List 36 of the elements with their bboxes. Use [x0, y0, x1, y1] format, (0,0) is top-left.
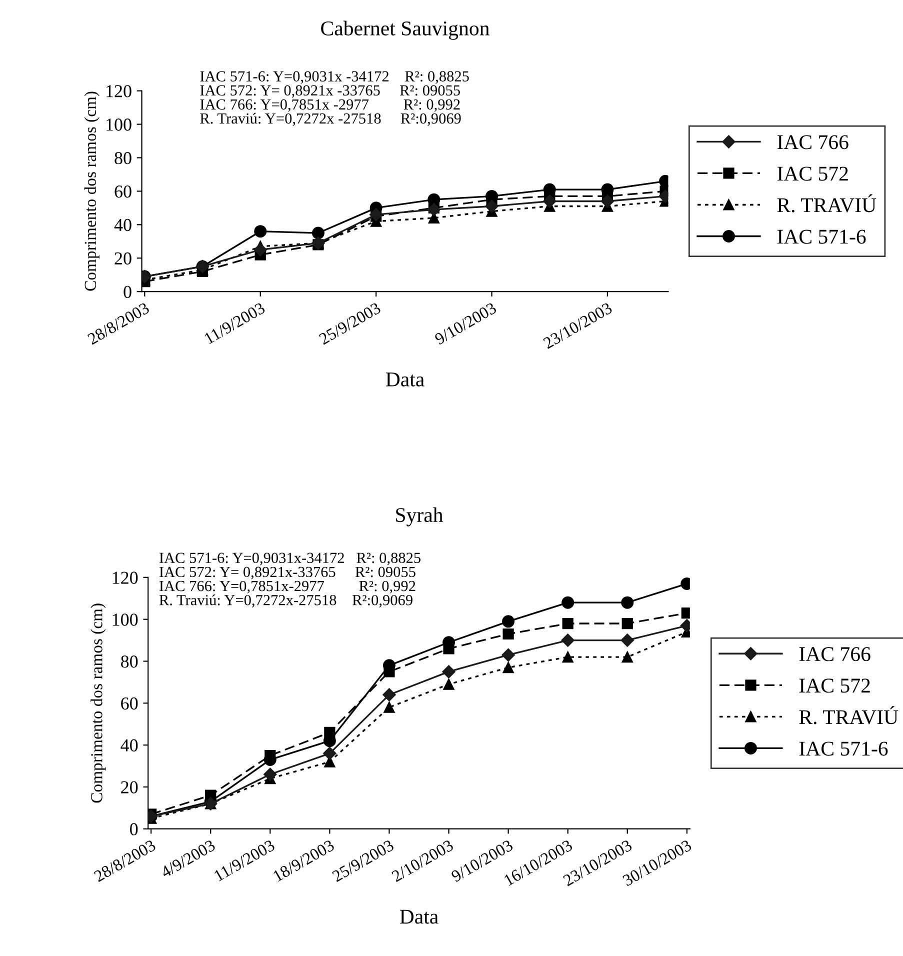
text: IAC 571-6: Y=0,9031x -34172 R²: 0,8825: [200, 71, 469, 84]
annotation: R. Traviú: Y=0,7272x-27518 R²:0,9069: [159, 594, 412, 608]
y-tick-label: 0: [124, 286, 132, 298]
legend-label: IAC 572: [799, 678, 870, 693]
x-axis-title: Data: [386, 372, 424, 386]
y-tick-label: 100: [106, 118, 132, 131]
legend-label: IAC 571-6: [799, 742, 888, 756]
annotation: R. Traviú: Y=0,7272x -27518 R²:0,9069: [200, 112, 461, 126]
y-tick-label: 60: [114, 185, 132, 198]
chart-title: Syrah: [396, 507, 444, 526]
annotation: IAC 572: Y= 0,8921x-33765 R²: 09055: [159, 566, 416, 580]
legend-label: IAC 572: [777, 166, 848, 181]
y-tick-label: 120: [106, 85, 132, 98]
legend-label: R. TRAVIÚ: [799, 706, 898, 724]
annotation: IAC 766: Y=0,7851x-2977 R²: 0,992: [159, 580, 416, 594]
x-axis-title: Data: [400, 910, 438, 924]
y-tick-label: 40: [114, 218, 132, 232]
y-tick-label: 40: [120, 739, 138, 752]
y-tick-label: 80: [114, 152, 132, 164]
legend-label: IAC 571-6: [777, 230, 866, 244]
y-tick-label: 0: [130, 823, 138, 836]
y-tick-label: 20: [114, 252, 132, 265]
chart-title: Cabernet Sauvignon: [321, 20, 490, 40]
y-axis-title: Comprimento dos ramos (cm): [90, 604, 106, 803]
annotation: IAC 766: Y=0,7851x -2977 R²: 0,992: [200, 99, 460, 112]
y-axis-title: Comprimento dos ramos (cm): [84, 92, 100, 291]
y-tick-label: 80: [121, 655, 138, 668]
legend-label: R. TRAVIÚ: [777, 194, 876, 212]
legend-label: IAC 766: [799, 647, 870, 662]
y-tick-label: 100: [112, 614, 138, 626]
annotation: IAC 572: Y= 0,8921x -33765 R²: 09055: [200, 85, 460, 98]
y-tick-label: 20: [121, 781, 138, 794]
y-tick-label: 120: [112, 572, 138, 584]
y-tick-label: 60: [121, 697, 138, 710]
legend-label: IAC 766: [777, 135, 848, 150]
text: IAC 571-6: Y=0,9031x-34172 R²: 0,8825: [159, 552, 420, 566]
